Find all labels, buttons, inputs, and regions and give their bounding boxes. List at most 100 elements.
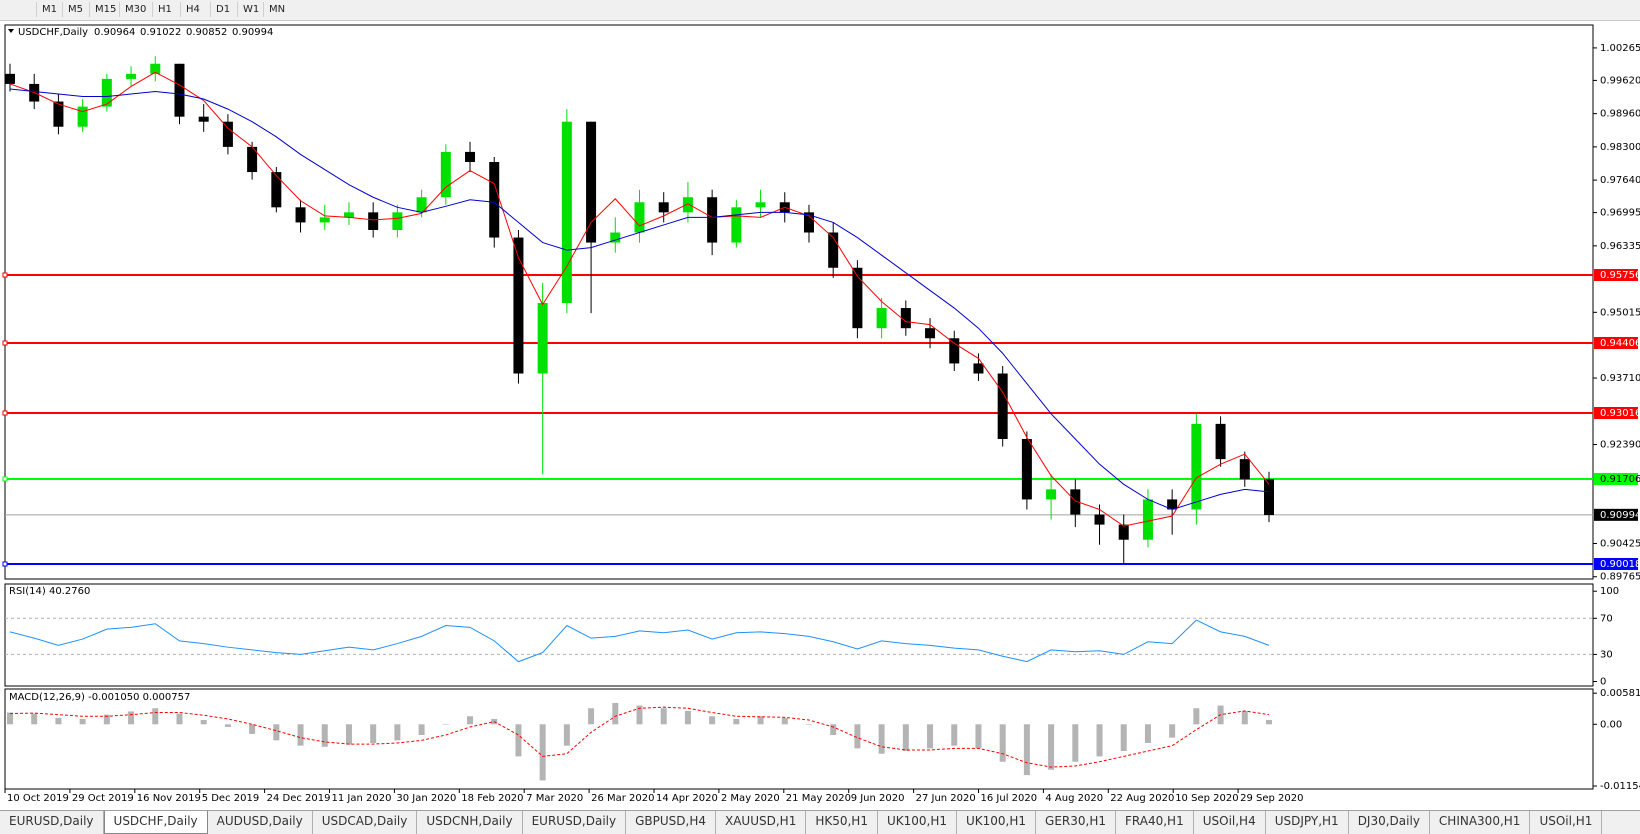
y-tick-label: 0 xyxy=(1600,676,1606,687)
macd-bar xyxy=(927,724,934,749)
header-price: 0.90964 xyxy=(94,27,135,38)
level-label-bg xyxy=(1594,557,1638,570)
timeframe-button[interactable]: W1 xyxy=(237,2,264,17)
macd-bar xyxy=(394,724,401,741)
chart-tab[interactable]: USOil,H4 xyxy=(1194,811,1266,834)
macd-bar xyxy=(588,708,595,725)
y-tick-label: 0.93710 xyxy=(1600,373,1640,384)
macd-bar xyxy=(345,724,352,745)
x-tick-label: 27 Jun 2020 xyxy=(916,793,976,804)
macd-bar xyxy=(128,711,135,725)
chart-tab[interactable]: AUDUSD,Daily xyxy=(208,811,313,834)
candle-body xyxy=(1191,423,1202,510)
chart-window: USDCHF,Daily 0.90964 0.91022 0.90852 0.90994… xyxy=(2,24,1640,804)
timeframe-button[interactable]: H4 xyxy=(180,2,205,17)
macd-bar xyxy=(224,724,231,727)
chart-tab[interactable]: GBPUSD,H4 xyxy=(626,811,716,834)
y-tick-label: 0.95015 xyxy=(1600,307,1640,318)
candle-body xyxy=(222,121,233,147)
current-price-bg xyxy=(1594,508,1638,521)
candle-body xyxy=(392,212,403,230)
level-label: 0.93016 xyxy=(1600,408,1640,419)
macd-bar xyxy=(200,720,207,725)
chart-tab[interactable]: EURUSD,Daily xyxy=(0,811,104,834)
candle-body xyxy=(658,202,669,213)
candle-body xyxy=(1046,489,1057,500)
macd-bar xyxy=(902,724,909,752)
chart-tab[interactable]: USOil,H1 xyxy=(1530,811,1603,834)
macd-bar xyxy=(273,724,280,741)
y-tick-label: -0.011541 xyxy=(1600,781,1640,792)
level-label-bg xyxy=(1594,269,1638,282)
macd-bar xyxy=(1169,724,1176,738)
macd-bar xyxy=(1072,724,1079,762)
macd-bar xyxy=(757,716,764,725)
level-label-bg xyxy=(1594,407,1638,420)
y-tick-label: 0.005818 xyxy=(1600,688,1640,699)
timeframe-button[interactable]: MN xyxy=(263,2,290,17)
candle-body xyxy=(53,101,64,127)
macd-bar xyxy=(975,724,982,749)
candle-body xyxy=(1239,459,1250,480)
candle-body xyxy=(513,237,524,374)
x-tick-label: 7 Mar 2020 xyxy=(526,793,583,804)
rsi-header: RSI(14) 40.2760 xyxy=(9,586,90,597)
chart-tab[interactable]: UK100,H1 xyxy=(957,811,1037,834)
level-label: 0.94406 xyxy=(1600,338,1640,349)
x-tick-label: 29 Sep 2020 xyxy=(1240,793,1303,804)
candle-body xyxy=(489,161,500,238)
chart-tab[interactable]: CHINA300,H1 xyxy=(1430,811,1531,834)
candle-body xyxy=(561,121,572,304)
timeframe-button[interactable]: M1 xyxy=(36,2,62,17)
macd-bar xyxy=(79,718,86,725)
candle-body xyxy=(1142,499,1153,540)
chart-tab[interactable]: UK100,H1 xyxy=(878,811,957,834)
candle-body xyxy=(174,63,185,117)
chart-tab[interactable]: USDCNH,Daily xyxy=(417,811,523,834)
macd-bar xyxy=(1241,710,1248,725)
chart-tab[interactable]: DJ30,Daily xyxy=(1349,811,1430,834)
chart-tab[interactable]: GER30,H1 xyxy=(1036,811,1116,834)
level-handle xyxy=(2,340,8,346)
macd-bar xyxy=(733,718,740,725)
header-price: 0.90852 xyxy=(186,27,227,38)
chart-tab[interactable]: EURUSD,Daily xyxy=(523,811,627,834)
rsi-panel xyxy=(4,583,1594,687)
x-tick-label: 16 Jul 2020 xyxy=(981,793,1038,804)
macd-bar xyxy=(1193,708,1200,725)
candle-body xyxy=(682,197,693,213)
macd-bar xyxy=(1048,724,1055,770)
chart-tab[interactable]: USDCHF,Daily xyxy=(103,811,208,834)
timeframe-button[interactable]: M15 xyxy=(89,2,121,17)
chart-tab[interactable]: USDJPY,H1 xyxy=(1266,811,1349,834)
macd-bar xyxy=(1120,724,1127,752)
candle-body xyxy=(247,146,258,173)
macd-bar xyxy=(830,724,837,735)
macd-bar xyxy=(612,702,619,725)
candle-body xyxy=(586,121,597,243)
candle-body xyxy=(101,78,112,107)
timeframe-button[interactable]: D1 xyxy=(210,2,235,17)
chart-tab[interactable]: FRA40,H1 xyxy=(1116,811,1194,834)
y-tick-label: 0.00 xyxy=(1600,719,1622,730)
moving-average xyxy=(9,71,1270,527)
chart-tab[interactable]: XAUUSD,H1 xyxy=(716,811,807,834)
chart-title: USDCHF,Daily xyxy=(18,27,88,38)
macd-bar xyxy=(1266,720,1272,725)
level-label: 0.95756 xyxy=(1600,270,1640,281)
timeframe-button[interactable]: M30 xyxy=(119,2,151,17)
chart-tab[interactable]: USDCAD,Daily xyxy=(313,811,418,834)
timeframe-button[interactable]: H1 xyxy=(152,2,177,17)
chart-tab[interactable]: HK50,H1 xyxy=(806,811,878,834)
macd-bar xyxy=(660,708,667,725)
macd-bar xyxy=(539,724,546,781)
collapse-icon xyxy=(8,29,14,33)
x-tick-label: 18 Feb 2020 xyxy=(461,793,523,804)
x-tick-label: 11 Jan 2020 xyxy=(332,793,392,804)
x-tick-label: 21 May 2020 xyxy=(786,793,851,804)
macd-bar xyxy=(805,724,812,725)
timeframe-button[interactable]: M5 xyxy=(62,2,88,17)
macd-bar xyxy=(103,714,110,725)
candle-body xyxy=(271,172,282,208)
x-tick-label: 29 Oct 2019 xyxy=(72,793,134,804)
